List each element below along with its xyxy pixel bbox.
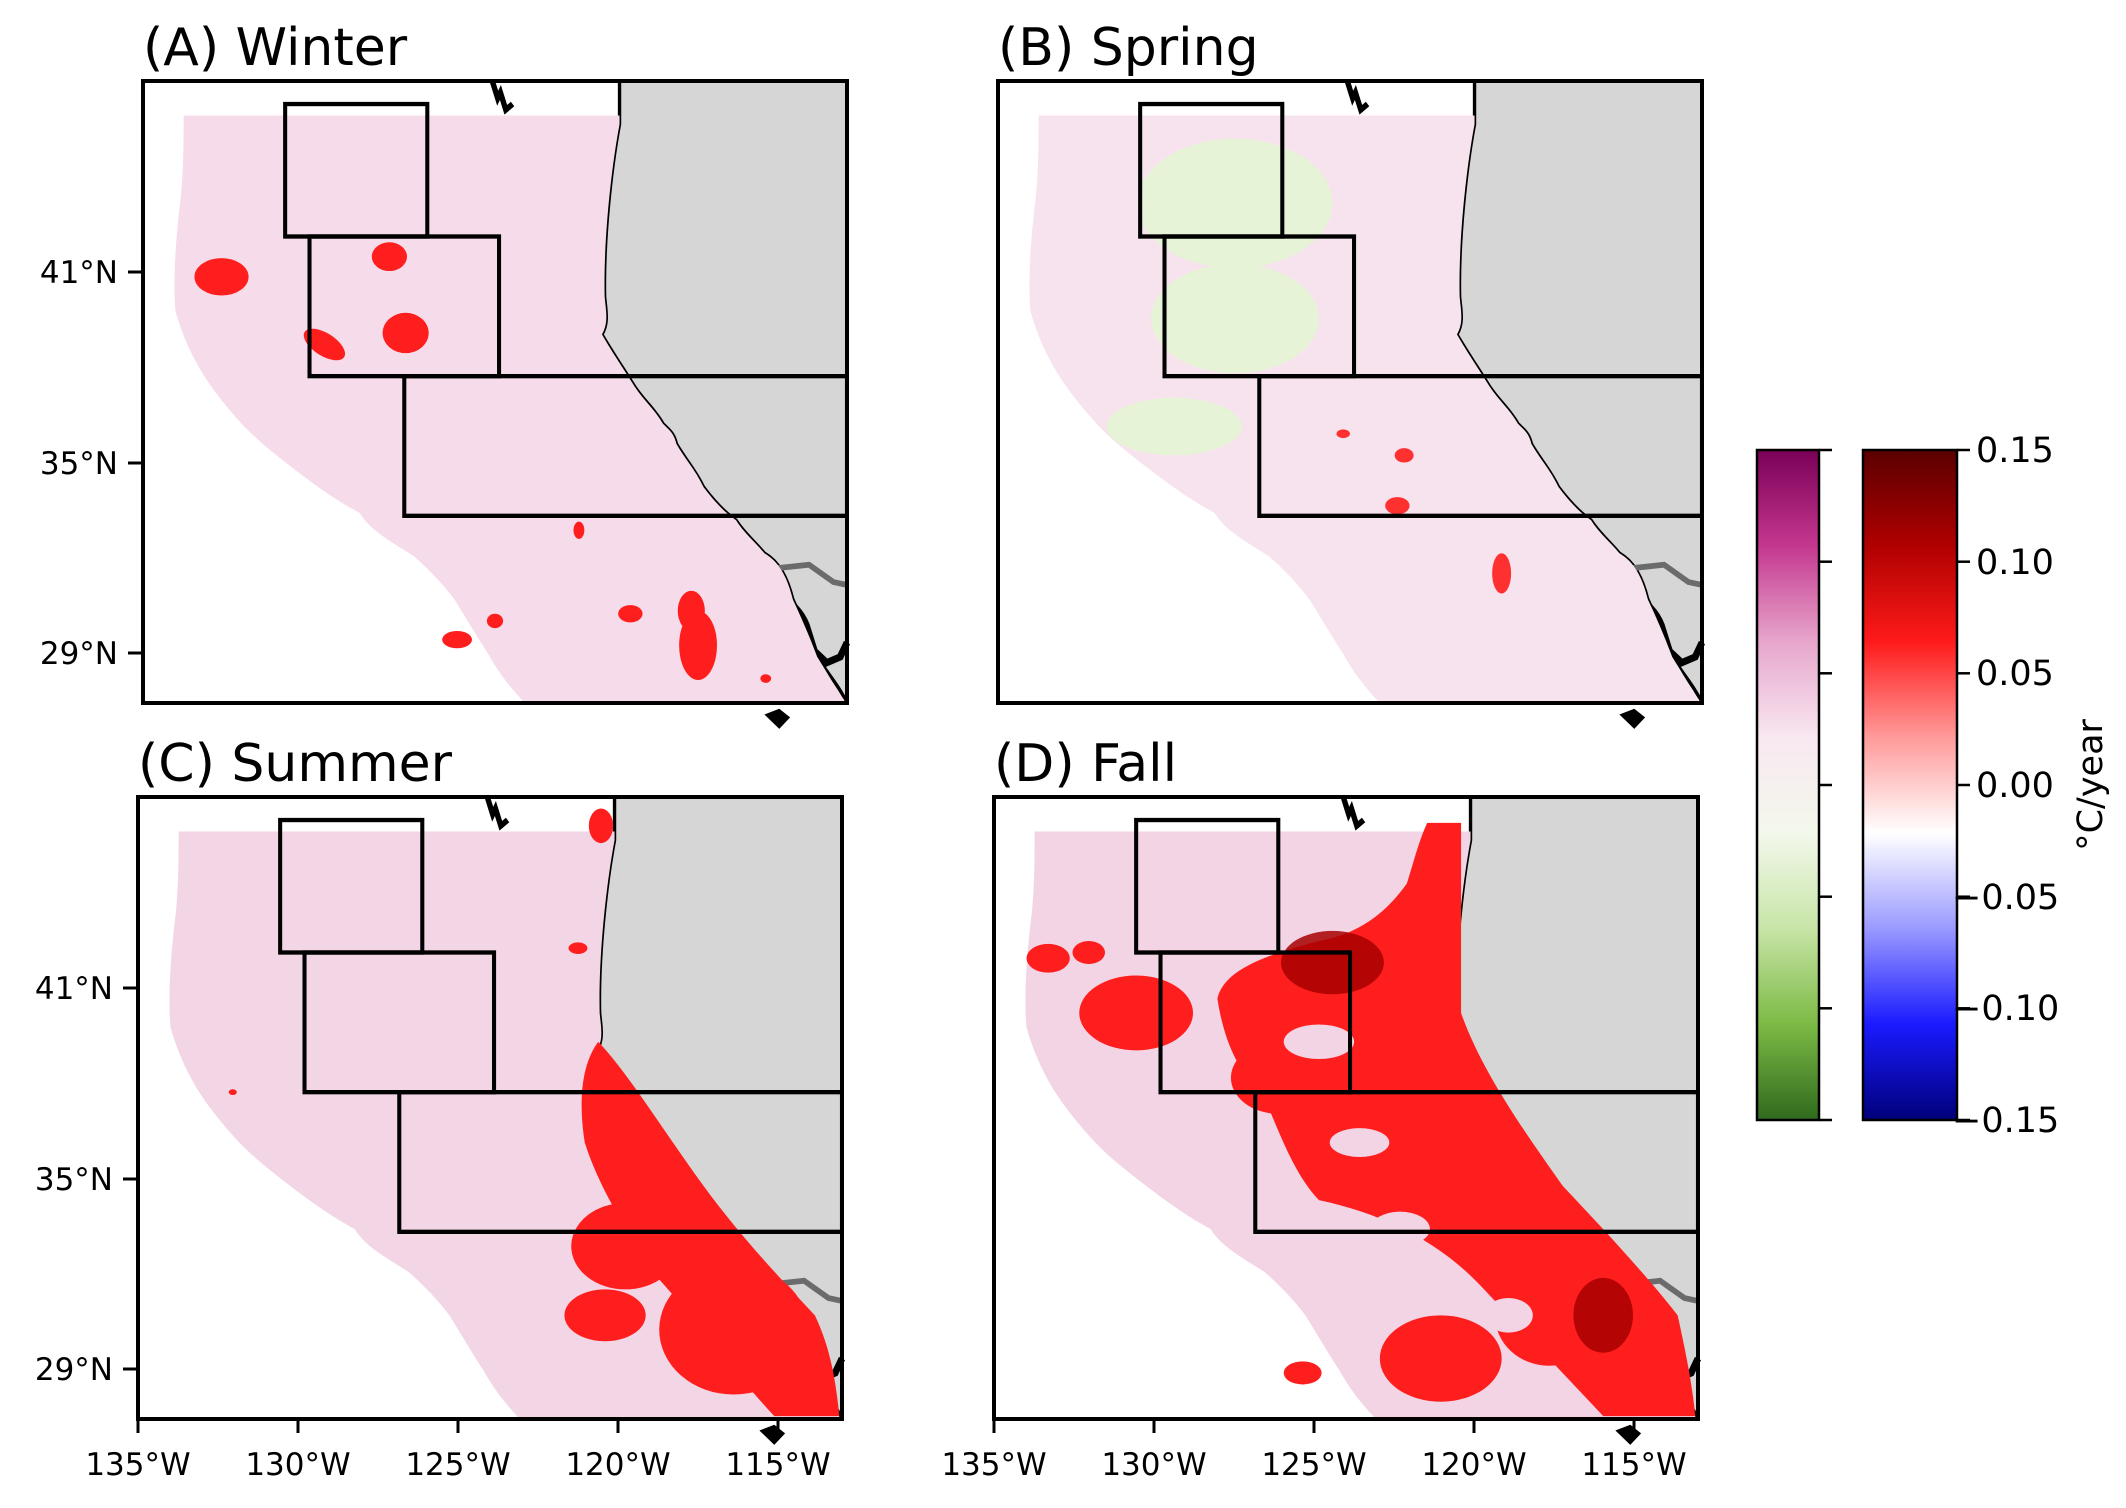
colorbar-right: 0.15 0.10 0.05 0.00 −0.05 −0.10 −0.15 xyxy=(1861,431,2059,1141)
lon-tick: 125°W xyxy=(1261,1447,1366,1483)
colorbar-tick: 0.15 xyxy=(1976,431,2054,471)
colorbar-left xyxy=(1755,448,1832,1122)
colorbar-tick: 0.05 xyxy=(1976,654,2054,694)
lat-tick: 29°N xyxy=(40,636,118,672)
map-frame xyxy=(996,79,1704,705)
lon-tick: 125°W xyxy=(405,1447,510,1483)
map-frame xyxy=(136,795,844,1421)
panel-title: (D) Fall xyxy=(994,734,1177,794)
warming-patches xyxy=(228,808,840,1417)
lon-tick: 115°W xyxy=(1581,1447,1686,1483)
colorbar-tick: −0.10 xyxy=(1952,989,2059,1029)
latitude-axis-bottom: 41°N 35°N 29°N xyxy=(35,971,138,1388)
lat-tick: 41°N xyxy=(40,255,118,291)
lon-tick: 120°W xyxy=(565,1447,670,1483)
panel-fall: (D) Fall xyxy=(992,734,1700,1445)
lat-tick: 35°N xyxy=(40,446,118,482)
panel-title: (A) Winter xyxy=(143,18,408,78)
map-frame xyxy=(141,79,849,705)
warming-patches xyxy=(1336,429,1512,594)
warming-patches xyxy=(194,242,772,683)
colorbar-label: °C/year xyxy=(2071,718,2111,850)
panel-summer: (C) Summer xyxy=(136,734,844,1445)
lat-tick: 29°N xyxy=(35,1352,113,1388)
neutral-gaps xyxy=(1283,1024,1533,1333)
colorbar-tick: −0.05 xyxy=(1952,878,2059,918)
strong-warming-patches xyxy=(1281,930,1633,1353)
longitude-axis-right: 135°W 130°W 125°W 120°W 115°W xyxy=(941,1419,1687,1483)
panel-spring: (B) Spring xyxy=(996,18,1704,729)
lon-tick: 130°W xyxy=(245,1447,350,1483)
panel-title: (B) Spring xyxy=(998,18,1259,78)
lon-tick: 135°W xyxy=(85,1447,190,1483)
colorbar-tick: 0.00 xyxy=(1976,766,2054,806)
panel-title: (C) Summer xyxy=(138,734,453,794)
longitude-axis-left: 135°W 130°W 125°W 120°W 115°W xyxy=(85,1419,831,1483)
lon-tick: 115°W xyxy=(725,1447,830,1483)
colorbar-tick: 0.10 xyxy=(1976,543,2054,583)
colorbar-tick: −0.15 xyxy=(1952,1101,2059,1141)
latitude-axis-top: 41°N 35°N 29°N xyxy=(40,255,143,672)
panel-winter: (A) Winter xyxy=(141,18,849,729)
lon-tick: 120°W xyxy=(1421,1447,1526,1483)
lat-tick: 35°N xyxy=(35,1162,113,1198)
lon-tick: 130°W xyxy=(1101,1447,1206,1483)
map-frame xyxy=(992,795,1700,1421)
lon-tick: 135°W xyxy=(941,1447,1046,1483)
lat-tick: 41°N xyxy=(35,971,113,1007)
